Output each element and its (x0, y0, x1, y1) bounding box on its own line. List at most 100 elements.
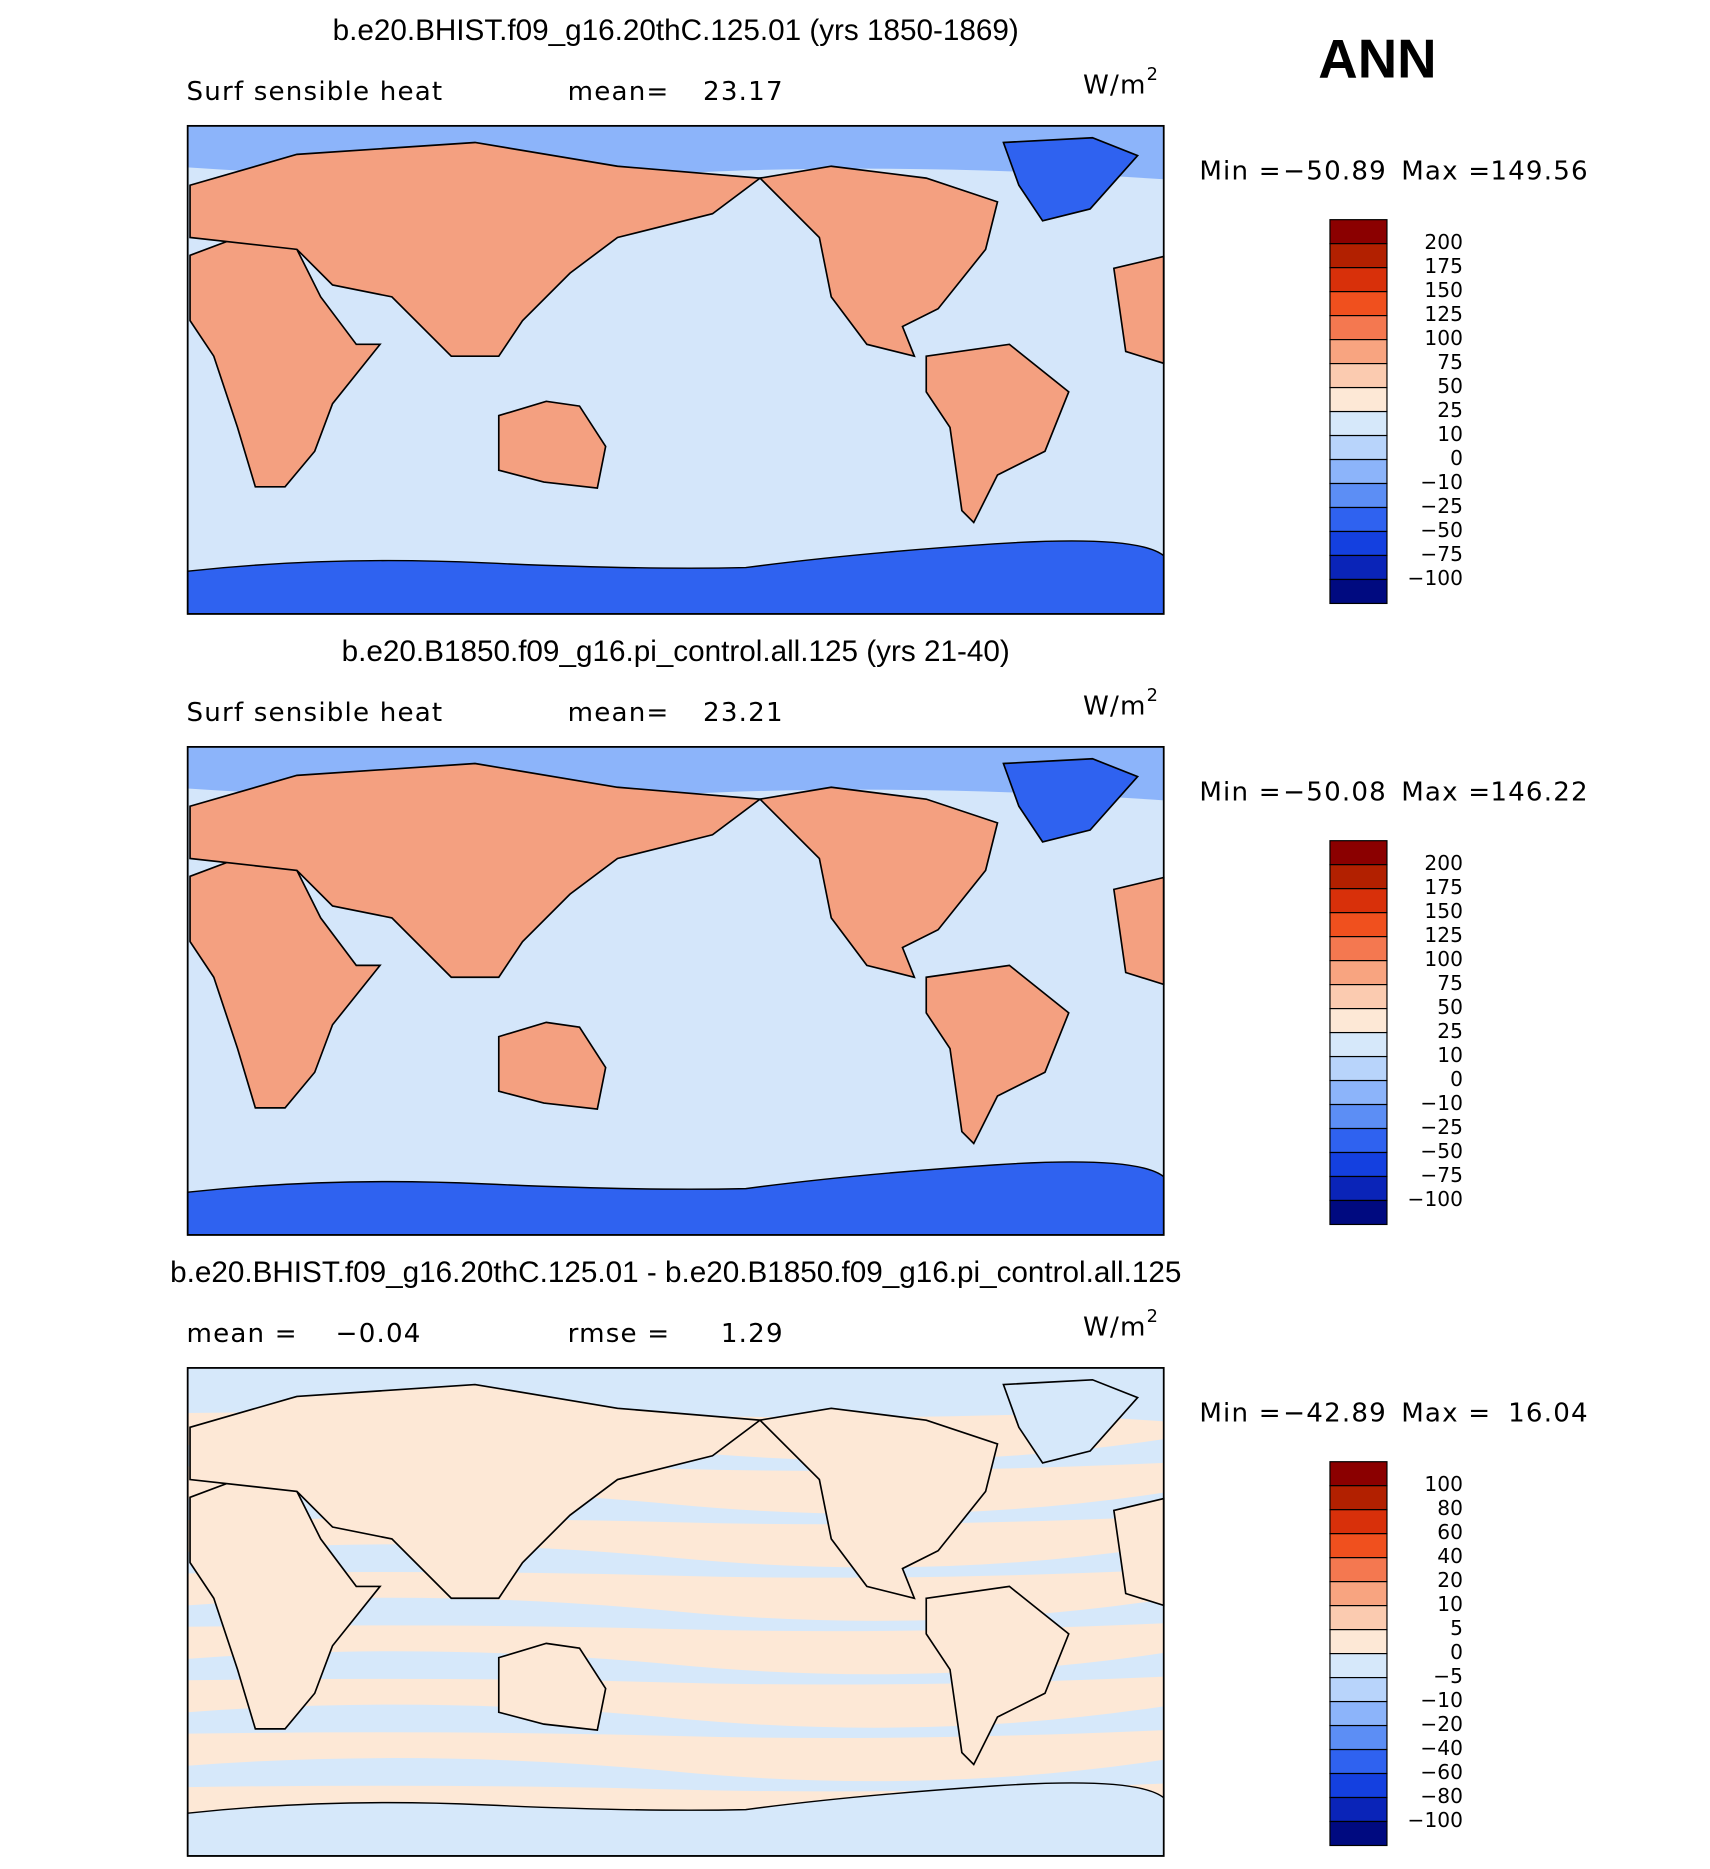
colorbar-swatch (1329, 530, 1388, 557)
colorbar-label: 75 (1437, 350, 1463, 374)
colorbar-swatch (1329, 1031, 1388, 1058)
panel-title: b.e20.B1850.f09_g16.pi_control.all.125 (… (342, 635, 1010, 668)
land-namerica (758, 786, 999, 979)
colorbar-swatch (1329, 888, 1388, 914)
min-max-min-label: Min = (1199, 1399, 1281, 1429)
min-max-min-label: Min = (1199, 778, 1281, 808)
colorbar-swatch (1329, 1151, 1388, 1178)
left-label: Surf sensible heat (186, 77, 443, 107)
units-base: W/m (1083, 70, 1147, 100)
min-max-min: −42.89 (1283, 1399, 1387, 1429)
colorbar-swatch (1329, 1509, 1388, 1535)
colorbar-swatch (1329, 960, 1388, 986)
colorbar-label: −100 (1408, 1187, 1463, 1211)
colorbar-swatch (1329, 1724, 1388, 1751)
colorbar-swatch (1329, 339, 1388, 365)
land-australia (497, 1642, 607, 1731)
units-sup: 2 (1147, 1306, 1160, 1327)
anomaly-band (187, 1597, 1164, 1632)
colorbar-label: 25 (1437, 398, 1463, 422)
left-label: mean = (186, 1319, 297, 1349)
colorbar-swatch (1329, 458, 1388, 485)
colorbar-label: 200 (1424, 230, 1463, 254)
map-frame (186, 745, 1165, 1236)
land-samerica (925, 1585, 1070, 1766)
colorbar-swatch (1329, 1008, 1388, 1034)
colorbar-swatch (1329, 410, 1388, 437)
colorbar-swatch (1329, 1127, 1388, 1154)
stat-value: 23.21 (703, 698, 784, 728)
colorbar-label: −60 (1420, 1760, 1463, 1784)
land-australia (497, 1021, 607, 1110)
colorbar-label: 175 (1424, 254, 1463, 278)
colorbar-swatch (1329, 1700, 1388, 1727)
colorbar-swatch (1329, 291, 1388, 317)
colorbar-label: 0 (1450, 446, 1463, 470)
colorbar-label: −50 (1420, 518, 1463, 542)
antarctica (186, 540, 1165, 615)
antarctica (186, 1161, 1165, 1236)
min-max-max-label: Max = (1401, 157, 1491, 187)
stat-value: 1.29 (721, 1319, 784, 1349)
min-max-max: 16.04 (1508, 1399, 1589, 1429)
map (186, 745, 1165, 1236)
left-label: Surf sensible heat (186, 698, 443, 728)
colorbar-label: −40 (1420, 1736, 1463, 1760)
colorbar-swatch (1329, 840, 1388, 866)
units: W/m2 (1083, 64, 1159, 100)
colorbar-swatch (1329, 936, 1388, 962)
colorbar-swatch (1329, 362, 1388, 389)
land-africa (189, 236, 382, 488)
land-eurasia (189, 1383, 763, 1600)
land-eurasia (189, 762, 763, 979)
land-samerica (925, 964, 1070, 1145)
colorbar-label: 10 (1437, 1592, 1463, 1616)
colorbar-label: −5 (1433, 1664, 1463, 1688)
colorbar-label: 10 (1437, 422, 1463, 446)
colorbar-label: −50 (1420, 1139, 1463, 1163)
colorbar-label: 60 (1437, 1520, 1463, 1544)
colorbar-label: 125 (1424, 302, 1463, 326)
colorbar-swatch (1329, 1461, 1388, 1487)
colorbar-label: 0 (1450, 1067, 1463, 1091)
colorbar-swatch (1329, 1175, 1388, 1202)
map-frame (186, 1367, 1165, 1857)
colorbar-label: −100 (1408, 566, 1463, 590)
min-max-min-label: Min = (1199, 157, 1281, 187)
colorbar-label: −75 (1420, 542, 1463, 566)
colorbar-swatch (1329, 1676, 1388, 1703)
colorbar-label: 100 (1424, 1472, 1463, 1496)
min-max-max-label: Max = (1401, 778, 1491, 808)
colorbar-swatch (1329, 912, 1388, 938)
colorbar-swatch (1329, 1653, 1388, 1679)
land-africa (189, 1478, 382, 1730)
colorbar-swatch (1329, 1605, 1388, 1631)
colorbar-label: 175 (1424, 875, 1463, 899)
panel-title: b.e20.BHIST.f09_g16.20thC.125.01 (yrs 18… (333, 14, 1019, 47)
colorbar-label: 200 (1424, 851, 1463, 875)
colorbar-swatch (1329, 219, 1388, 245)
colorbar-swatch (1329, 984, 1388, 1010)
map (186, 1367, 1165, 1857)
units-sup: 2 (1147, 685, 1160, 706)
colorbar-label: −100 (1408, 1808, 1463, 1832)
anomaly-band (187, 1651, 1164, 1685)
min-max-max: 149.56 (1490, 157, 1588, 187)
colorbar-label: −10 (1420, 470, 1463, 494)
season-label: ANN (1318, 28, 1436, 89)
colorbar-label: −20 (1420, 1712, 1463, 1736)
units: W/m2 (1083, 685, 1159, 721)
map-frame (186, 124, 1165, 615)
colorbar-label: 100 (1424, 326, 1463, 350)
colorbar-swatch (1329, 1557, 1388, 1583)
colorbar-label: 20 (1437, 1568, 1463, 1592)
colorbar-label: 10 (1437, 1043, 1463, 1067)
units-base: W/m (1083, 1312, 1147, 1342)
colorbar-label: 25 (1437, 1019, 1463, 1043)
colorbar-swatch (1329, 315, 1388, 341)
colorbar-label: 0 (1450, 1640, 1463, 1664)
antarctica (186, 1782, 1165, 1857)
land-australia (497, 400, 607, 489)
land-namerica (758, 1407, 999, 1600)
units: W/m2 (1083, 1306, 1159, 1342)
